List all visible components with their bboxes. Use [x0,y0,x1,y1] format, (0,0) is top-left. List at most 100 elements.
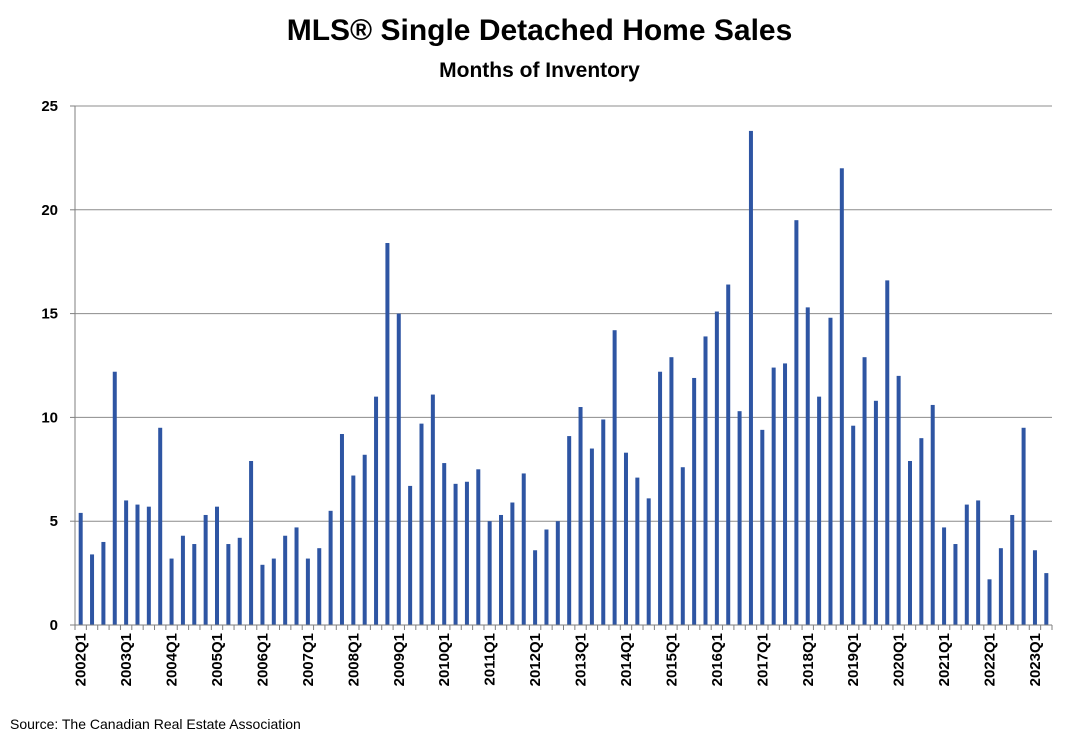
y-tick-label: 20 [41,202,58,219]
x-tick-label: 2014Q1 [618,633,635,686]
x-tick-label: 2007Q1 [300,633,317,686]
gridlines [75,105,1052,522]
bar [294,527,299,625]
x-tick-label: 2023Q1 [1027,633,1044,686]
bar [521,473,526,625]
bar [567,436,572,625]
bar [215,506,220,625]
bar [669,357,674,625]
bar [919,438,924,625]
bar [805,307,810,625]
bar [419,423,424,625]
bar [192,544,197,625]
bar [226,544,231,625]
bar [249,460,254,625]
bar [635,477,640,625]
x-axis-ticks: 2002Q1 2003Q1 2004Q1 2005Q1 2006Q1 2007Q1 2008… [73,625,1053,686]
bar [533,550,538,625]
bar [442,463,447,625]
bar [873,400,878,625]
bar [942,527,947,625]
bar [998,548,1003,625]
bar [680,467,685,625]
bar [555,521,560,625]
bar [896,375,901,625]
bar [271,558,276,625]
bar [112,371,117,625]
bar [351,475,356,625]
bar [783,363,788,625]
bar [385,243,390,626]
bar [464,481,469,625]
x-tick-label: 2010Q1 [436,633,453,686]
bar [714,311,719,625]
bar [771,367,776,625]
x-tick-label: 2003Q1 [118,633,135,686]
x-tick-label: 2006Q1 [254,633,271,686]
x-tick-label: 2004Q1 [164,633,181,686]
bar [578,407,583,625]
bar [817,396,822,625]
bar [1021,427,1026,625]
y-tick-label: 10 [41,409,58,426]
bar [1044,573,1049,625]
bar [101,541,106,625]
bar [544,529,549,625]
y-tick-label: 15 [41,306,58,323]
bar [317,548,322,625]
source-note: Source: The Canadian Real Estate Associa… [10,716,301,732]
x-tick-label: 2008Q1 [345,633,362,686]
bar [907,460,912,625]
bar [169,558,174,625]
bar [396,313,401,625]
bar [339,434,344,625]
bar [987,579,992,625]
y-axis-ticks: 0 5 10 15 20 25 [41,98,75,634]
bars [78,130,1049,626]
x-tick-label: 2015Q1 [663,633,680,686]
bar [703,336,708,625]
axes [74,106,1052,626]
bar [737,411,742,625]
bar [828,317,833,625]
bar [90,554,95,625]
x-tick-label: 2021Q1 [936,633,953,686]
bar [430,394,435,625]
x-tick-label: 2016Q1 [709,633,726,686]
bar [760,429,765,625]
bar [839,168,844,625]
bar [964,504,969,625]
bar [726,284,731,625]
chart-subtitle: Months of Inventory [439,59,640,82]
bar [260,564,265,625]
bar [658,371,663,625]
bar [328,510,333,625]
bar [362,454,367,625]
bar [203,514,208,625]
bar [305,558,310,625]
bar [78,512,83,625]
bar [158,427,163,625]
y-tick-label: 25 [41,98,58,115]
bar [976,500,981,625]
bar [487,521,492,625]
x-tick-label: 2012Q1 [527,633,544,686]
bar [1032,550,1037,625]
bar [237,537,242,625]
bar [623,452,628,625]
bar [180,535,185,625]
bar [510,502,515,625]
bar [124,500,129,625]
x-tick-label: 2022Q1 [982,633,999,686]
x-tick-label: 2011Q1 [482,633,499,686]
bar [499,514,504,625]
bar [748,130,753,626]
bar [930,404,935,625]
bar [851,425,856,625]
x-tick-label: 2009Q1 [391,633,408,686]
bar [601,419,606,625]
bar [589,448,594,625]
bar [408,485,413,625]
chart-title: MLS® Single Detached Home Sales [286,14,793,47]
